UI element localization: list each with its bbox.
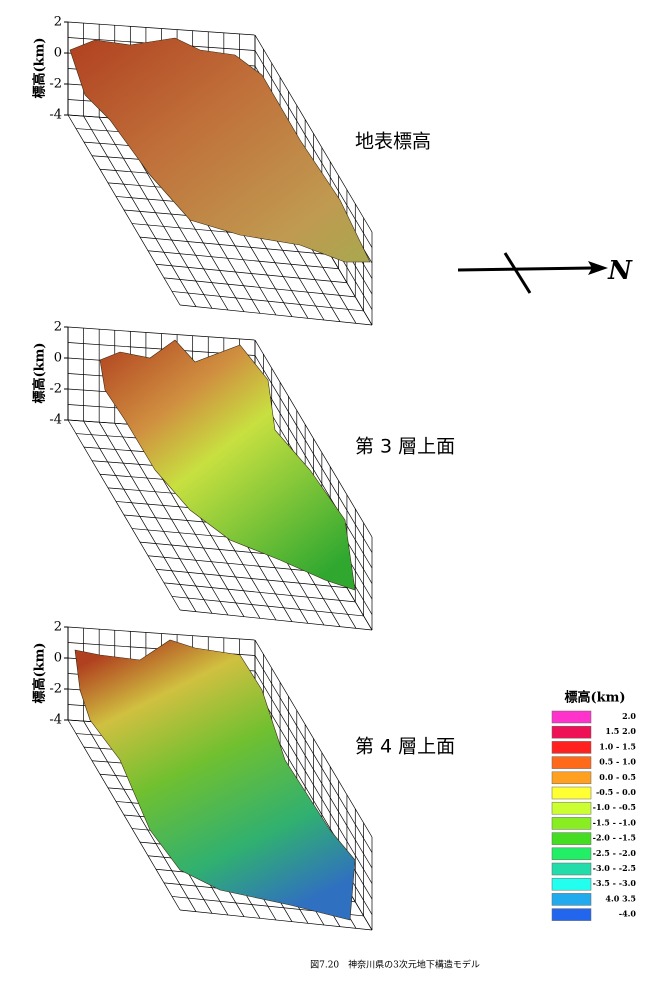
tick-label: 2 [54,320,62,335]
grid-line [254,50,373,248]
legend-label: 2.0 [622,711,636,721]
axis-label: 標高(km) [32,642,48,703]
legend-swatch [551,741,592,754]
grid-line [67,626,256,641]
legend-label: 4.0 3.5 [605,893,636,903]
tick-label: -2 [49,382,62,397]
legend-swatch [551,801,592,815]
grid-line [254,339,373,538]
legend: 標高(km) 2.0 1.5 2.0 1.0 - 1.5 0.5 - 1.0 0.0 -… [551,690,637,921]
tick-label: -4 [49,713,62,728]
north-arrow: N [457,252,633,294]
grid-line [163,582,356,603]
grid-line [139,236,331,255]
grid-line [171,596,364,617]
tick-label: 2 [54,620,62,635]
axis-label: 標高(km) [32,37,48,98]
legend-label: -3.0 - -2.5 [593,863,636,873]
legend-swatch [551,908,592,921]
legend-label: 0.5 - 1.0 [599,757,636,767]
tick-label: 2 [54,15,62,30]
grid-line [147,250,339,270]
legend-label: -4.0 [619,909,637,919]
legend-swatch [551,817,592,830]
arrow-head [588,261,608,275]
legend-swatch [551,756,592,769]
grid-line [254,355,373,553]
surface [74,639,356,921]
grid-line [254,34,373,233]
legend-title: 標高(km) [564,690,625,706]
panel: 2 0 -2 -4標高(km) 地表標高 [32,15,431,326]
grid-line [179,909,373,931]
grid-line [254,655,373,853]
grid-line [155,568,347,589]
legend-label: 1.5 2.0 [605,726,636,736]
legend-label: 1.0 - 1.5 [599,741,636,751]
surface [69,37,371,263]
arrow-cross [503,252,532,294]
tick-label: 0 [54,351,62,366]
legend-swatch [551,725,592,739]
tick-label: 0 [54,46,62,61]
grid-line [254,370,373,569]
grid-line [163,277,356,298]
grid-line [67,21,256,36]
legend-swatch [551,862,592,876]
caption: 図7.20 神奈川県の3次元地下構造モデル [310,959,480,971]
arrow-shaft [457,266,593,272]
legend-swatch [551,832,592,845]
legend-swatch [551,877,592,891]
axis-label: 標高(km) [32,342,48,403]
panel-title: 第 3 層上面 [355,436,455,458]
legend-label: -3.5 - -3.0 [593,878,637,888]
legend-swatch [551,786,592,800]
north-label: N [607,256,633,286]
panel: 2 0 -2 -4標高(km) 第 3 層上面 [32,320,455,631]
grid-line [254,639,373,838]
legend-label: 0.0 - 0.5 [599,772,636,782]
grid-line [179,609,373,631]
grid-line [254,670,373,869]
legend-label: -1.0 - -0.5 [593,802,636,812]
panel-title: 地表標高 [355,131,431,153]
tick-label: 0 [54,651,62,666]
tick-label: -2 [49,77,62,92]
surface [99,339,356,591]
grid-line [179,304,373,326]
legend-label: -2.0 - -1.5 [593,833,636,843]
grid-line [171,291,364,312]
legend-swatch [551,710,592,724]
tick-label: -4 [49,108,62,123]
panel: 2 0 -2 -4標高(km) 第 4 層上面 [32,620,455,931]
grid-line [155,263,347,284]
legend-swatch [551,847,592,861]
tick-label: -2 [49,682,62,697]
tick-label: -4 [49,413,62,428]
grid-line [67,326,256,341]
panel-title: 第 4 層上面 [355,736,455,758]
legend-label: -0.5 - 0.0 [596,787,636,797]
legend-label: -1.5 - -1.0 [593,817,637,827]
legend-swatch [551,893,592,906]
grid-line [254,686,373,884]
legend-swatch [551,771,592,785]
legend-label: -2.5 - -2.0 [593,848,637,858]
